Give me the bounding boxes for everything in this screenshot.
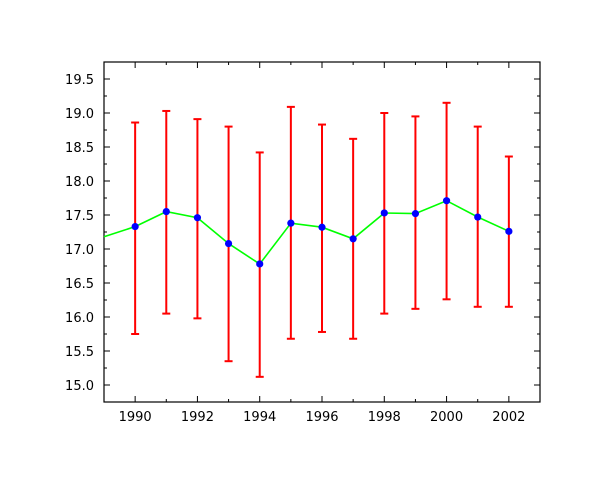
data-point [287,219,295,227]
x-tick-label: 2002 [492,410,525,425]
y-tick-label: 18.5 [65,141,94,156]
x-tick-label: 1994 [243,410,276,425]
data-point [380,209,388,217]
data-point [474,213,482,221]
y-tick-label: 15.5 [65,345,94,360]
series-line [103,199,510,266]
y-axis: 15.0 15.5 16.0 16.5 17.0 17.5 18.0 18.5 19.0 19.5 [65,73,540,394]
x-tick-label: 1996 [305,410,338,425]
data-point [224,239,233,248]
y-tick-label: 19.0 [65,107,94,122]
data-point [162,208,170,216]
data-point [442,197,451,205]
y-tick-label: 19.5 [65,73,94,88]
error-bars [131,101,513,378]
data-point [411,210,420,218]
y-tick-label: 17.5 [65,209,94,224]
y-tick-label: 16.0 [65,311,94,326]
x-tick-label: 1992 [181,410,214,425]
x-tick-label: 1998 [368,410,401,425]
data-point [349,235,357,243]
y-tick-label: 17.0 [65,243,94,258]
data-point [193,214,202,222]
data-point [318,223,326,231]
y-tick-label: 18.0 [65,175,94,190]
series-line-group [103,199,510,266]
y-tick-label: 16.5 [65,277,94,292]
x-tick-label: 2000 [430,410,463,425]
markers [131,197,513,268]
data-point [131,222,139,231]
data-point [505,227,513,235]
x-axis: 1990 1992 1994 1996 1998 2000 2002 [103,62,541,425]
y-tick-label: 15.0 [65,379,94,394]
x-tick-label: 1990 [119,410,152,425]
data-point [256,260,264,268]
